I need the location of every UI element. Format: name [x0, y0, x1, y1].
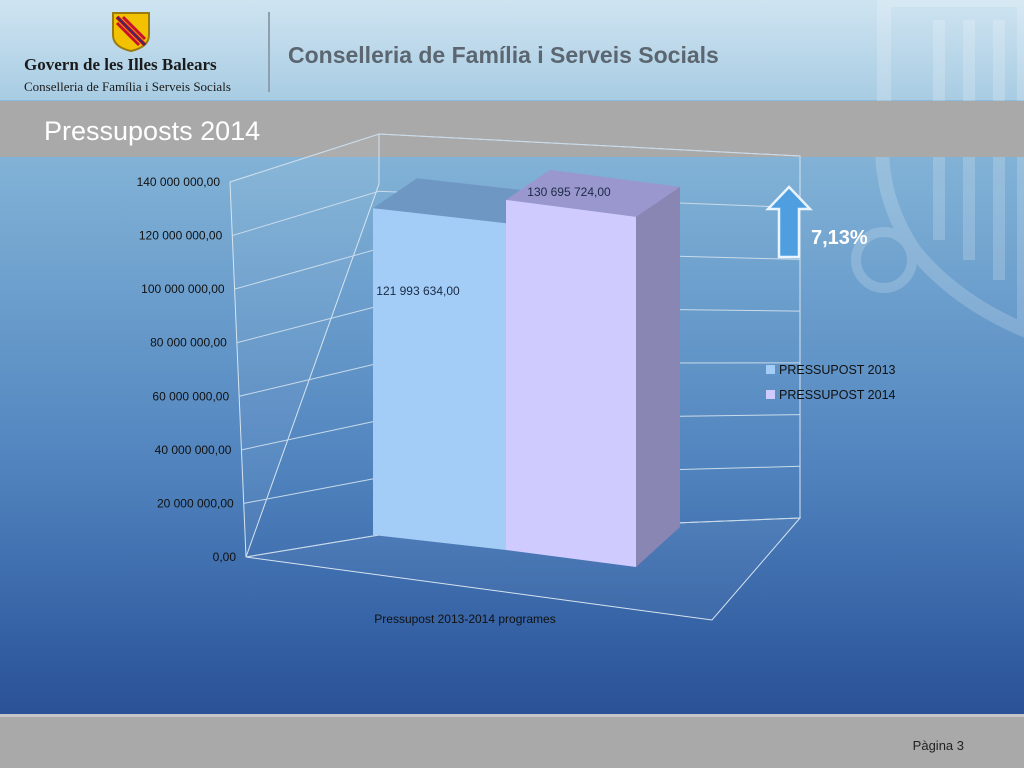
percent-change-label: 7,13% [811, 227, 868, 249]
data-label: 121 993 634,00 [376, 284, 460, 298]
y-axis-ticks: 0,00 20 000 000,00 40 000 000,00 60 000 000… [137, 175, 237, 564]
gridline [229, 133, 801, 183]
header-title: Conselleria de Família i Serveis Socials [288, 42, 719, 68]
y-tick-label: 120 000 000,00 [139, 229, 223, 243]
y-tick-label: 140 000 000,00 [137, 175, 221, 189]
balearic-coat-of-arms-icon [112, 12, 150, 52]
data-label: 130 695 724,00 [527, 185, 611, 199]
footer-bar [0, 714, 1024, 768]
up-arrow-icon [765, 185, 813, 259]
y-tick-label: 20 000 000,00 [157, 496, 234, 510]
chart-data-labels: 121 993 634,00 130 695 724,00 [376, 185, 611, 298]
y-tick-label: 80 000 000,00 [150, 336, 227, 350]
y-tick-label: 0,00 [213, 550, 237, 564]
chart-bars [373, 169, 680, 567]
y-tick-label: 100 000 000,00 [141, 282, 225, 296]
bar-2013 [373, 208, 506, 551]
bar-top-face [506, 169, 680, 217]
chart-legend: PRESSUPOST 2013 PRESSUPOST 2014 [766, 363, 896, 402]
org-name: Govern de les Illes Balears [24, 55, 217, 74]
header-divider [268, 12, 270, 92]
legend-swatch [766, 365, 775, 374]
title-bar [0, 101, 1024, 157]
bar-2014 [506, 199, 636, 567]
legend-label: PRESSUPOST 2013 [779, 363, 896, 377]
bar-top-face [373, 178, 550, 224]
x-axis-label: Pressupost 2013-2014 programes [374, 612, 555, 626]
legend-label: PRESSUPOST 2014 [779, 388, 896, 402]
org-subtitle: Conselleria de Família i Serveis Socials [24, 79, 231, 94]
bar-side-face [636, 186, 680, 567]
legend-swatch [766, 390, 775, 399]
change-indicator: 7,13% [765, 185, 868, 259]
y-tick-label: 40 000 000,00 [155, 443, 232, 457]
page-number: Pàgina 3 [912, 738, 964, 753]
slide-title: Pressuposts 2014 [44, 116, 261, 146]
header-band [0, 0, 1024, 100]
left-wall [229, 133, 380, 558]
y-tick-label: 60 000 000,00 [152, 389, 229, 403]
